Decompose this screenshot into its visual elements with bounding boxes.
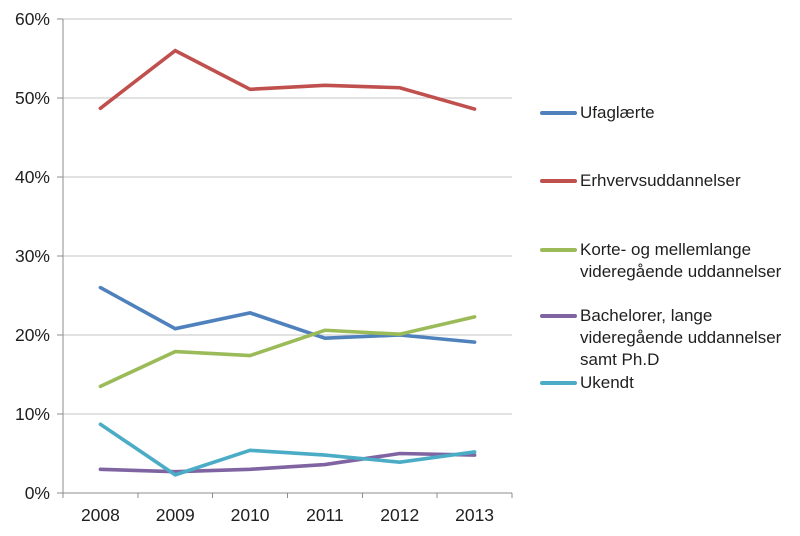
- series-line-2: [98, 315, 477, 389]
- legend-item-ufaglaerte: Ufaglærte: [540, 102, 655, 124]
- legend-item-bachelorer: Bachelorer, lange videregående uddannels…: [540, 305, 793, 371]
- legend-label: Ukendt: [580, 373, 634, 392]
- x-tick-label: 2008: [81, 505, 120, 525]
- x-tick-label: 2010: [231, 505, 270, 525]
- x-tick-label: 2011: [306, 505, 344, 525]
- y-tick-label: 20%: [15, 325, 50, 345]
- legend-label: Erhvervsuddannelser: [580, 171, 741, 190]
- legend-item-korte-mellemlange: Korte- og mellemlange videregående uddan…: [540, 239, 793, 283]
- series-line-4: [98, 422, 477, 477]
- legend-line-swatch: [540, 381, 577, 385]
- legend-label: Bachelorer, lange videregående uddannels…: [580, 306, 782, 369]
- series-line-0: [98, 285, 477, 344]
- y-tick-label: 50%: [15, 88, 50, 108]
- legend-label: Ufaglærte: [580, 103, 655, 122]
- legend-line-swatch: [540, 314, 577, 318]
- series-line-3: [98, 451, 477, 474]
- legend-line-swatch: [540, 248, 577, 252]
- legend-item-ukendt: Ukendt: [540, 372, 634, 394]
- series-line-1: [98, 48, 477, 111]
- y-tick-label: 60%: [15, 9, 50, 29]
- y-tick-label: 10%: [15, 404, 50, 424]
- x-tick-label: 2013: [455, 505, 494, 525]
- x-tick-label: 2009: [156, 505, 195, 525]
- legend-line-swatch: [540, 111, 577, 115]
- y-tick-label: 40%: [15, 167, 50, 187]
- x-tick-label: 2012: [380, 505, 419, 525]
- legend-line-swatch: [540, 179, 577, 183]
- y-tick-label: 0%: [25, 483, 50, 503]
- y-tick-label: 30%: [15, 246, 50, 266]
- legend-label: Korte- og mellemlange videregående uddan…: [580, 240, 782, 281]
- legend-item-erhvervsuddannelser: Erhvervsuddannelser: [540, 170, 741, 192]
